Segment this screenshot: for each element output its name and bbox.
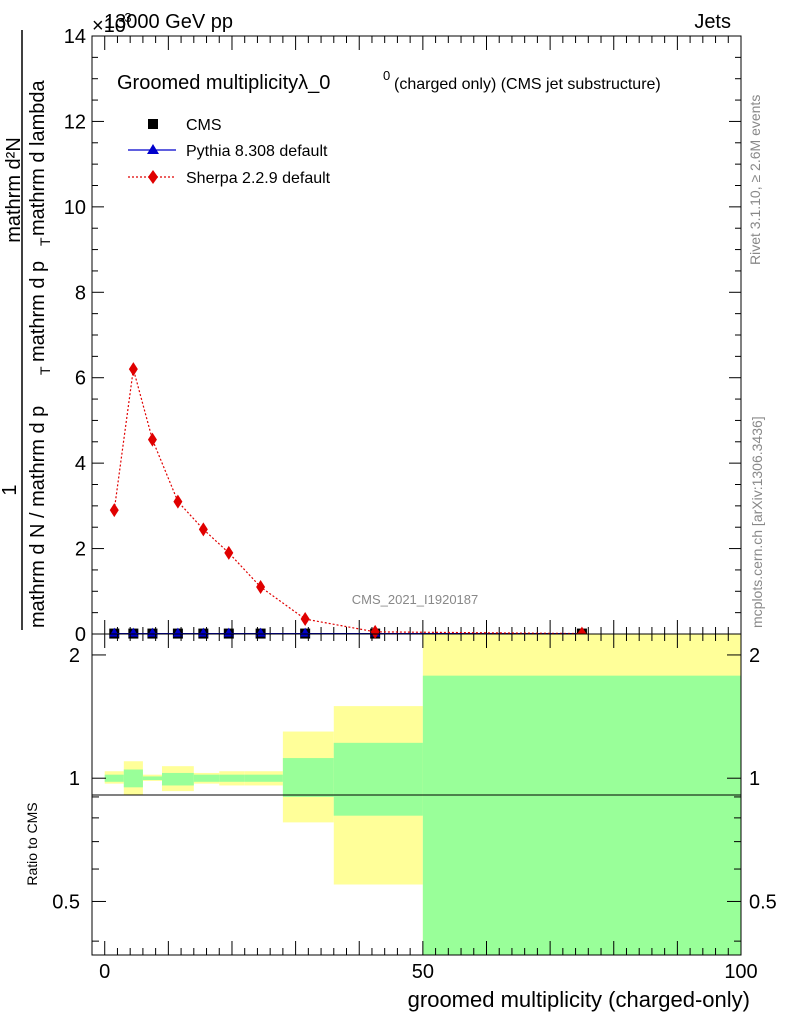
sherpa-point — [198, 522, 208, 537]
y-label-main-tail: mathrm d lambda — [27, 80, 49, 236]
legend-label-cms: CMS — [186, 117, 222, 134]
sherpa-band-inner — [193, 774, 220, 782]
energy-label: 13000 GeV pp — [104, 11, 233, 33]
legend-marker-pythia — [147, 144, 159, 154]
sherpa-band-inner — [244, 774, 283, 782]
y-label-main-sub2: T — [37, 237, 53, 246]
ratio-y-tick-label-right: 2 — [749, 645, 760, 667]
ratio-x-tick-label: 100 — [724, 961, 757, 983]
rivet-label: Rivet 3.1.10, ≥ 2.6M events — [747, 95, 763, 265]
ratio-y-tick-label-right: 1 — [749, 768, 760, 790]
sherpa-point — [300, 612, 310, 627]
main-y-tick-label: 8 — [75, 282, 86, 304]
series-line-sherpa — [113, 369, 582, 635]
main-y-tick-label: 4 — [75, 453, 86, 475]
y-label-main: mathrm d N / mathrm d p — [27, 406, 49, 628]
sherpa-point — [256, 580, 266, 595]
legend-marker-cms — [148, 119, 158, 129]
ratio-y-tick-label: 0.5 — [52, 891, 80, 913]
legend-marker-sherpa — [148, 170, 158, 184]
sherpa-band-inner — [422, 675, 741, 955]
main-y-ticks: 0 2 4 6 8 10 12 14 — [64, 26, 741, 646]
y-label-main-sub: T — [37, 366, 53, 375]
ratio-x-ticks: 0 50 100 — [99, 634, 758, 983]
category-label: Jets — [694, 11, 731, 33]
y-label-main-right: mathrm d p — [27, 261, 49, 362]
ratio-plot-frame — [91, 633, 742, 956]
ratio-y-tick-label-right: 0.5 — [749, 891, 777, 913]
sherpa-point — [224, 545, 234, 560]
mcplots-label: mcplots.cern.ch [arXiv:1306.3436] — [749, 416, 765, 628]
plot-title-detail: (charged only) (CMS jet substructure) — [394, 76, 661, 93]
sherpa-point — [147, 432, 157, 447]
y-label-numerator: mathrm d²N — [3, 137, 25, 243]
sherpa-band-inner — [282, 758, 334, 797]
main-y-tick-label: 2 — [75, 539, 86, 561]
sherpa-point — [109, 503, 119, 518]
ratio-y-ticks: 0.5 0.5 1 1 2 2 — [52, 645, 777, 942]
ratio-x-tick-label: 50 — [412, 961, 434, 983]
x-axis-label: groomed multiplicity (charged-only) — [408, 987, 750, 1012]
ratio-y-label: Ratio to CMS — [24, 802, 40, 885]
legend-label-pythia: Pythia 8.308 default — [186, 143, 328, 160]
plot-title: Groomed multiplicityλ_0 — [117, 72, 330, 94]
ratio-bands — [104, 634, 741, 955]
main-series — [109, 362, 587, 641]
ratio-x-tick-label: 0 — [99, 961, 110, 983]
sherpa-band-inner — [123, 769, 143, 788]
analysis-watermark: CMS_2021_I1920187 — [352, 592, 479, 607]
ratio-y-tick-label: 1 — [69, 768, 80, 790]
main-y-tick-label: 0 — [75, 624, 86, 646]
sherpa-band-inner — [142, 776, 162, 780]
main-y-tick-label: 10 — [64, 197, 86, 219]
y-axis-label: 1 mathrm d²N mathrm d N / mathrm d p T m… — [0, 30, 53, 630]
sherpa-point — [128, 362, 138, 377]
sherpa-point — [370, 624, 380, 639]
main-y-tick-label: 14 — [64, 26, 86, 48]
sherpa-band-inner — [219, 774, 245, 782]
exponent-power: -3 — [120, 10, 132, 25]
sherpa-band-inner — [333, 742, 423, 816]
main-y-tick-label: 12 — [64, 111, 86, 133]
sherpa-point — [173, 494, 183, 509]
legend: CMS Pythia 8.308 default Sherpa 2.2.9 de… — [128, 117, 331, 187]
ratio-y-tick-label: 2 — [69, 645, 80, 667]
plot-title-superscript: 0 — [383, 68, 390, 83]
sherpa-band-inner — [104, 774, 124, 782]
legend-label-sherpa: Sherpa 2.2.9 default — [186, 170, 331, 187]
main-y-tick-label: 6 — [75, 368, 86, 390]
sherpa-band-inner — [161, 772, 194, 786]
exponent-label: ×10 — [92, 15, 126, 37]
y-label-fraction-top: 1 — [0, 484, 21, 495]
